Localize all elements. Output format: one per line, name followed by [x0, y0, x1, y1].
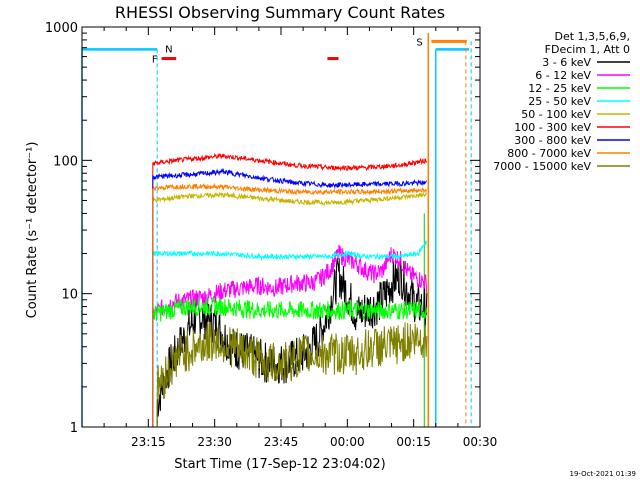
x-tick-label-5: 00:30 [463, 435, 498, 449]
legend-header-0: Det 1,3,5,6,9, [554, 30, 630, 43]
series-line-4 [152, 240, 428, 427]
x-axis-label: Start Time (17-Sep-12 23:04:02) [174, 457, 385, 472]
series-line-8 [152, 182, 428, 427]
y-tick-label-3: 1000 [45, 21, 78, 36]
annotation-s: S [416, 37, 422, 48]
x-tick-label-3: 00:00 [330, 435, 365, 449]
y-tick-label-2: 100 [53, 154, 78, 169]
x-tick-label-4: 00:15 [396, 435, 431, 449]
legend-label-5: 50 - 100 keV [521, 108, 591, 121]
y-tick-label-1: 10 [61, 288, 78, 303]
series-line-3 [152, 296, 428, 427]
series-line-7 [152, 167, 428, 427]
annotation-n: N [165, 44, 172, 55]
axes: 23:15 23:30 23:45 00:00 00:15 00:30 1 10 100 1000 [45, 21, 497, 449]
series-line-2 [152, 244, 428, 427]
legend-label-9: 7000 - 15000 keV [493, 160, 591, 173]
legend-label-2: 6 - 12 keV [535, 69, 591, 82]
y-axis-label: Count Rate (s⁻¹ detector⁻¹) [25, 142, 40, 319]
legend-label-4: 25 - 50 keV [528, 95, 591, 108]
x-tick-label-0: 23:15 [131, 435, 166, 449]
y-tick-label-0: 1 [70, 421, 78, 436]
series-line-5 [152, 191, 428, 427]
series-line-6 [152, 152, 428, 427]
legend-label-1: 3 - 6 keV [542, 56, 591, 69]
legend-label-3: 12 - 25 keV [528, 82, 591, 95]
legend-label-6: 100 - 300 keV [514, 121, 591, 134]
series-line-9 [156, 321, 428, 427]
legend-header-1: FDecim 1, Att 0 [545, 43, 630, 56]
legend-label-7: 300 - 800 keV [514, 134, 591, 147]
plot-area: NF S [81, 33, 472, 427]
chart-title: RHESSI Observing Summary Count Rates [115, 3, 445, 22]
legend: Det 1,3,5,6,9,FDecim 1, Att 03 - 6 keV6 … [493, 30, 630, 173]
x-tick-label-2: 23:45 [264, 435, 299, 449]
legend-label-8: 800 - 7000 keV [507, 147, 591, 160]
footer-timestamp: 19-Oct-2021 01:39 [570, 470, 636, 478]
x-tick-label-1: 23:30 [197, 435, 232, 449]
annotation-f: F [152, 55, 158, 66]
